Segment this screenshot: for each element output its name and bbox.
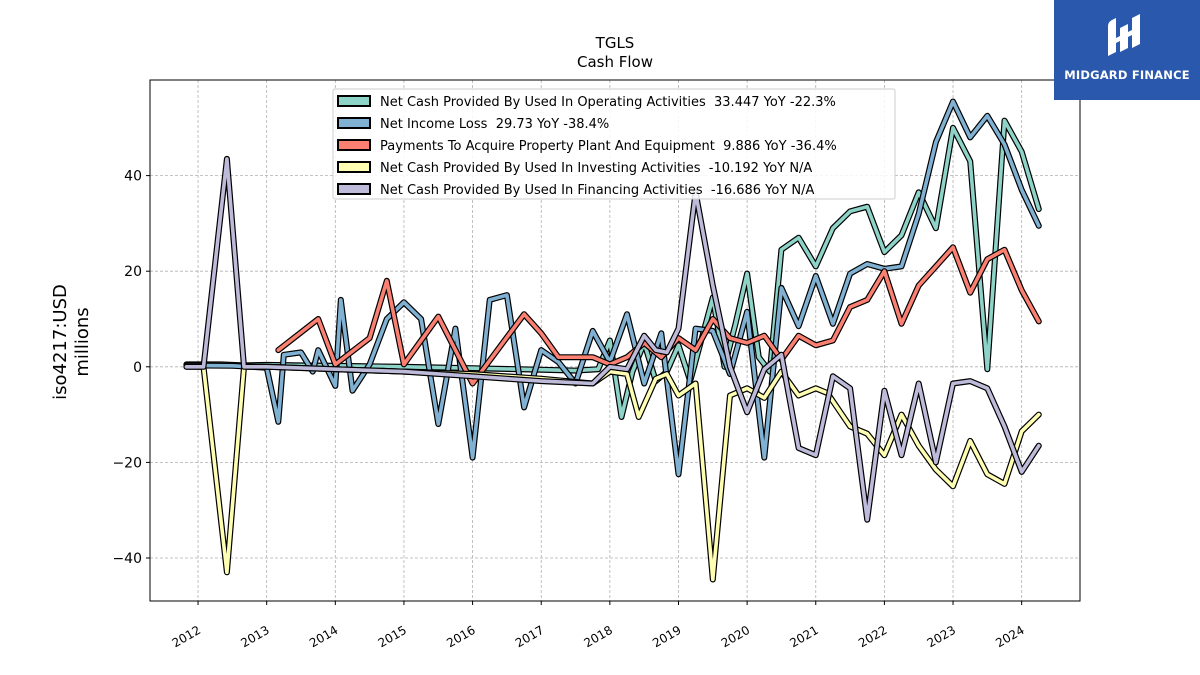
- x-tick-label: 2024: [993, 623, 1026, 650]
- y-tick-label: 0: [133, 360, 142, 376]
- x-tick-label: 2014: [307, 623, 340, 650]
- legend: Net Cash Provided By Used In Operating A…: [332, 88, 896, 200]
- x-tick-label: 2019: [650, 623, 683, 650]
- brand-name: MIDGARD FINANCE: [1064, 68, 1190, 82]
- x-tick-label: 2013: [238, 623, 271, 650]
- x-tick-label: 2015: [376, 623, 409, 650]
- plot-frame: [149, 79, 1081, 602]
- y-tick-label: −20: [112, 455, 142, 471]
- legend-swatch: [337, 161, 371, 173]
- legend-label: Payments To Acquire Property Plant And E…: [380, 139, 837, 154]
- y-tick-label: 40: [124, 169, 142, 185]
- brand-mark-icon: [1108, 14, 1140, 56]
- x-tick-label: 2023: [925, 623, 958, 650]
- legend-box: [332, 88, 896, 200]
- legend-label: Net Cash Provided By Used In Investing A…: [380, 161, 812, 176]
- legend-label: Net Cash Provided By Used In Financing A…: [380, 183, 815, 198]
- series-line: [276, 245, 1041, 386]
- x-tick-label: 2022: [856, 623, 889, 650]
- legend-label: Net Cash Provided By Used In Operating A…: [380, 95, 836, 110]
- chart-title: TGLS: [595, 34, 635, 52]
- series-line: [184, 157, 1041, 522]
- x-tick-label: 2021: [787, 623, 820, 650]
- y-tick-label: 20: [124, 264, 142, 280]
- x-tick-label: 2016: [444, 623, 477, 650]
- y-axis-label: iso4217:USD: [50, 284, 71, 400]
- legend-swatch: [337, 183, 371, 195]
- y-axis-label-units: millions: [72, 307, 93, 376]
- legend-swatch: [337, 95, 371, 107]
- x-tick-label: 2017: [513, 623, 546, 650]
- legend-swatch: [337, 139, 371, 151]
- x-tick-label: 2020: [719, 623, 752, 650]
- series-line: [184, 365, 1041, 582]
- series-lines: [183, 98, 1042, 583]
- series-5: [183, 155, 1042, 523]
- chart-subtitle: Cash Flow: [577, 53, 653, 71]
- x-tick-label: 2018: [582, 623, 615, 650]
- series-line-outline: [183, 363, 1042, 583]
- series-3: [275, 244, 1042, 387]
- y-tick-label: −40: [112, 551, 142, 567]
- legend-swatch: [337, 117, 371, 129]
- brand-logo: MIDGARD FINANCE: [1054, 0, 1200, 100]
- legend-label: Net Income Loss 29.73 YoY -38.4%: [380, 117, 609, 132]
- x-tick-label: 2012: [170, 623, 203, 650]
- series-4: [183, 363, 1042, 583]
